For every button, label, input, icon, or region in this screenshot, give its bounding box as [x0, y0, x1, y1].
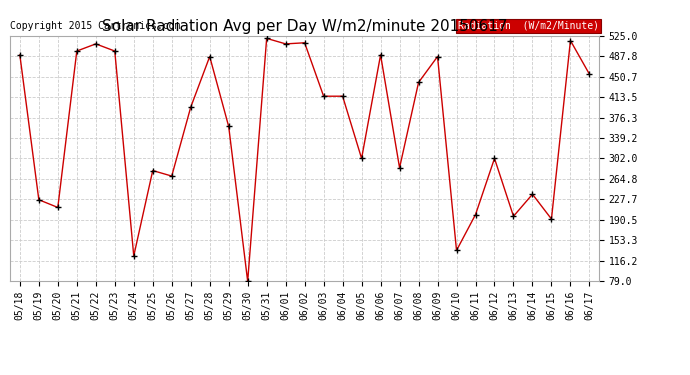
Title: Solar Radiation Avg per Day W/m2/minute 20150617: Solar Radiation Avg per Day W/m2/minute … — [102, 20, 507, 34]
Text: Radiation  (W/m2/Minute): Radiation (W/m2/Minute) — [458, 21, 599, 31]
Text: Copyright 2015 Cartronics.com: Copyright 2015 Cartronics.com — [10, 21, 181, 31]
